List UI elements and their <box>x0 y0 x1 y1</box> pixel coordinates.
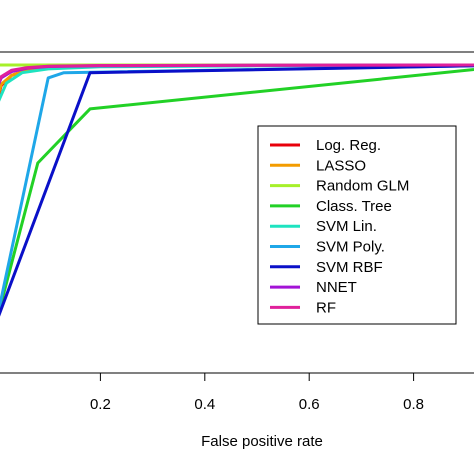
legend-label: SVM RBF <box>316 259 383 276</box>
series-line-class-tree <box>0 68 474 314</box>
x-tick-label: 0.8 <box>403 396 424 413</box>
legend-label: NNET <box>316 279 357 296</box>
x-tick-label: 0.2 <box>90 396 111 413</box>
legend-label: Class. Tree <box>316 198 392 215</box>
series-line-rf <box>0 63 474 83</box>
legend: Log. Reg. LASSO Random GLM Class. Tree SVM L… <box>257 125 457 325</box>
x-tick-label: 0.6 <box>299 396 320 413</box>
series-line-svm-rbf <box>0 64 474 317</box>
legend-label: SVM Lin. <box>316 218 377 235</box>
legend-label: SVM Poly. <box>316 239 385 256</box>
legend-label: RF <box>316 299 336 316</box>
legend-label: Log. Reg. <box>316 137 381 154</box>
legend-label: LASSO <box>316 157 366 174</box>
x-tick-label: 0.4 <box>194 396 215 413</box>
x-axis: 0.2 0.4 0.6 0.8 <box>0 372 474 413</box>
plot-area <box>0 51 474 374</box>
legend-label: Random GLM <box>316 178 409 195</box>
x-axis-label: False positive rate <box>201 433 323 450</box>
